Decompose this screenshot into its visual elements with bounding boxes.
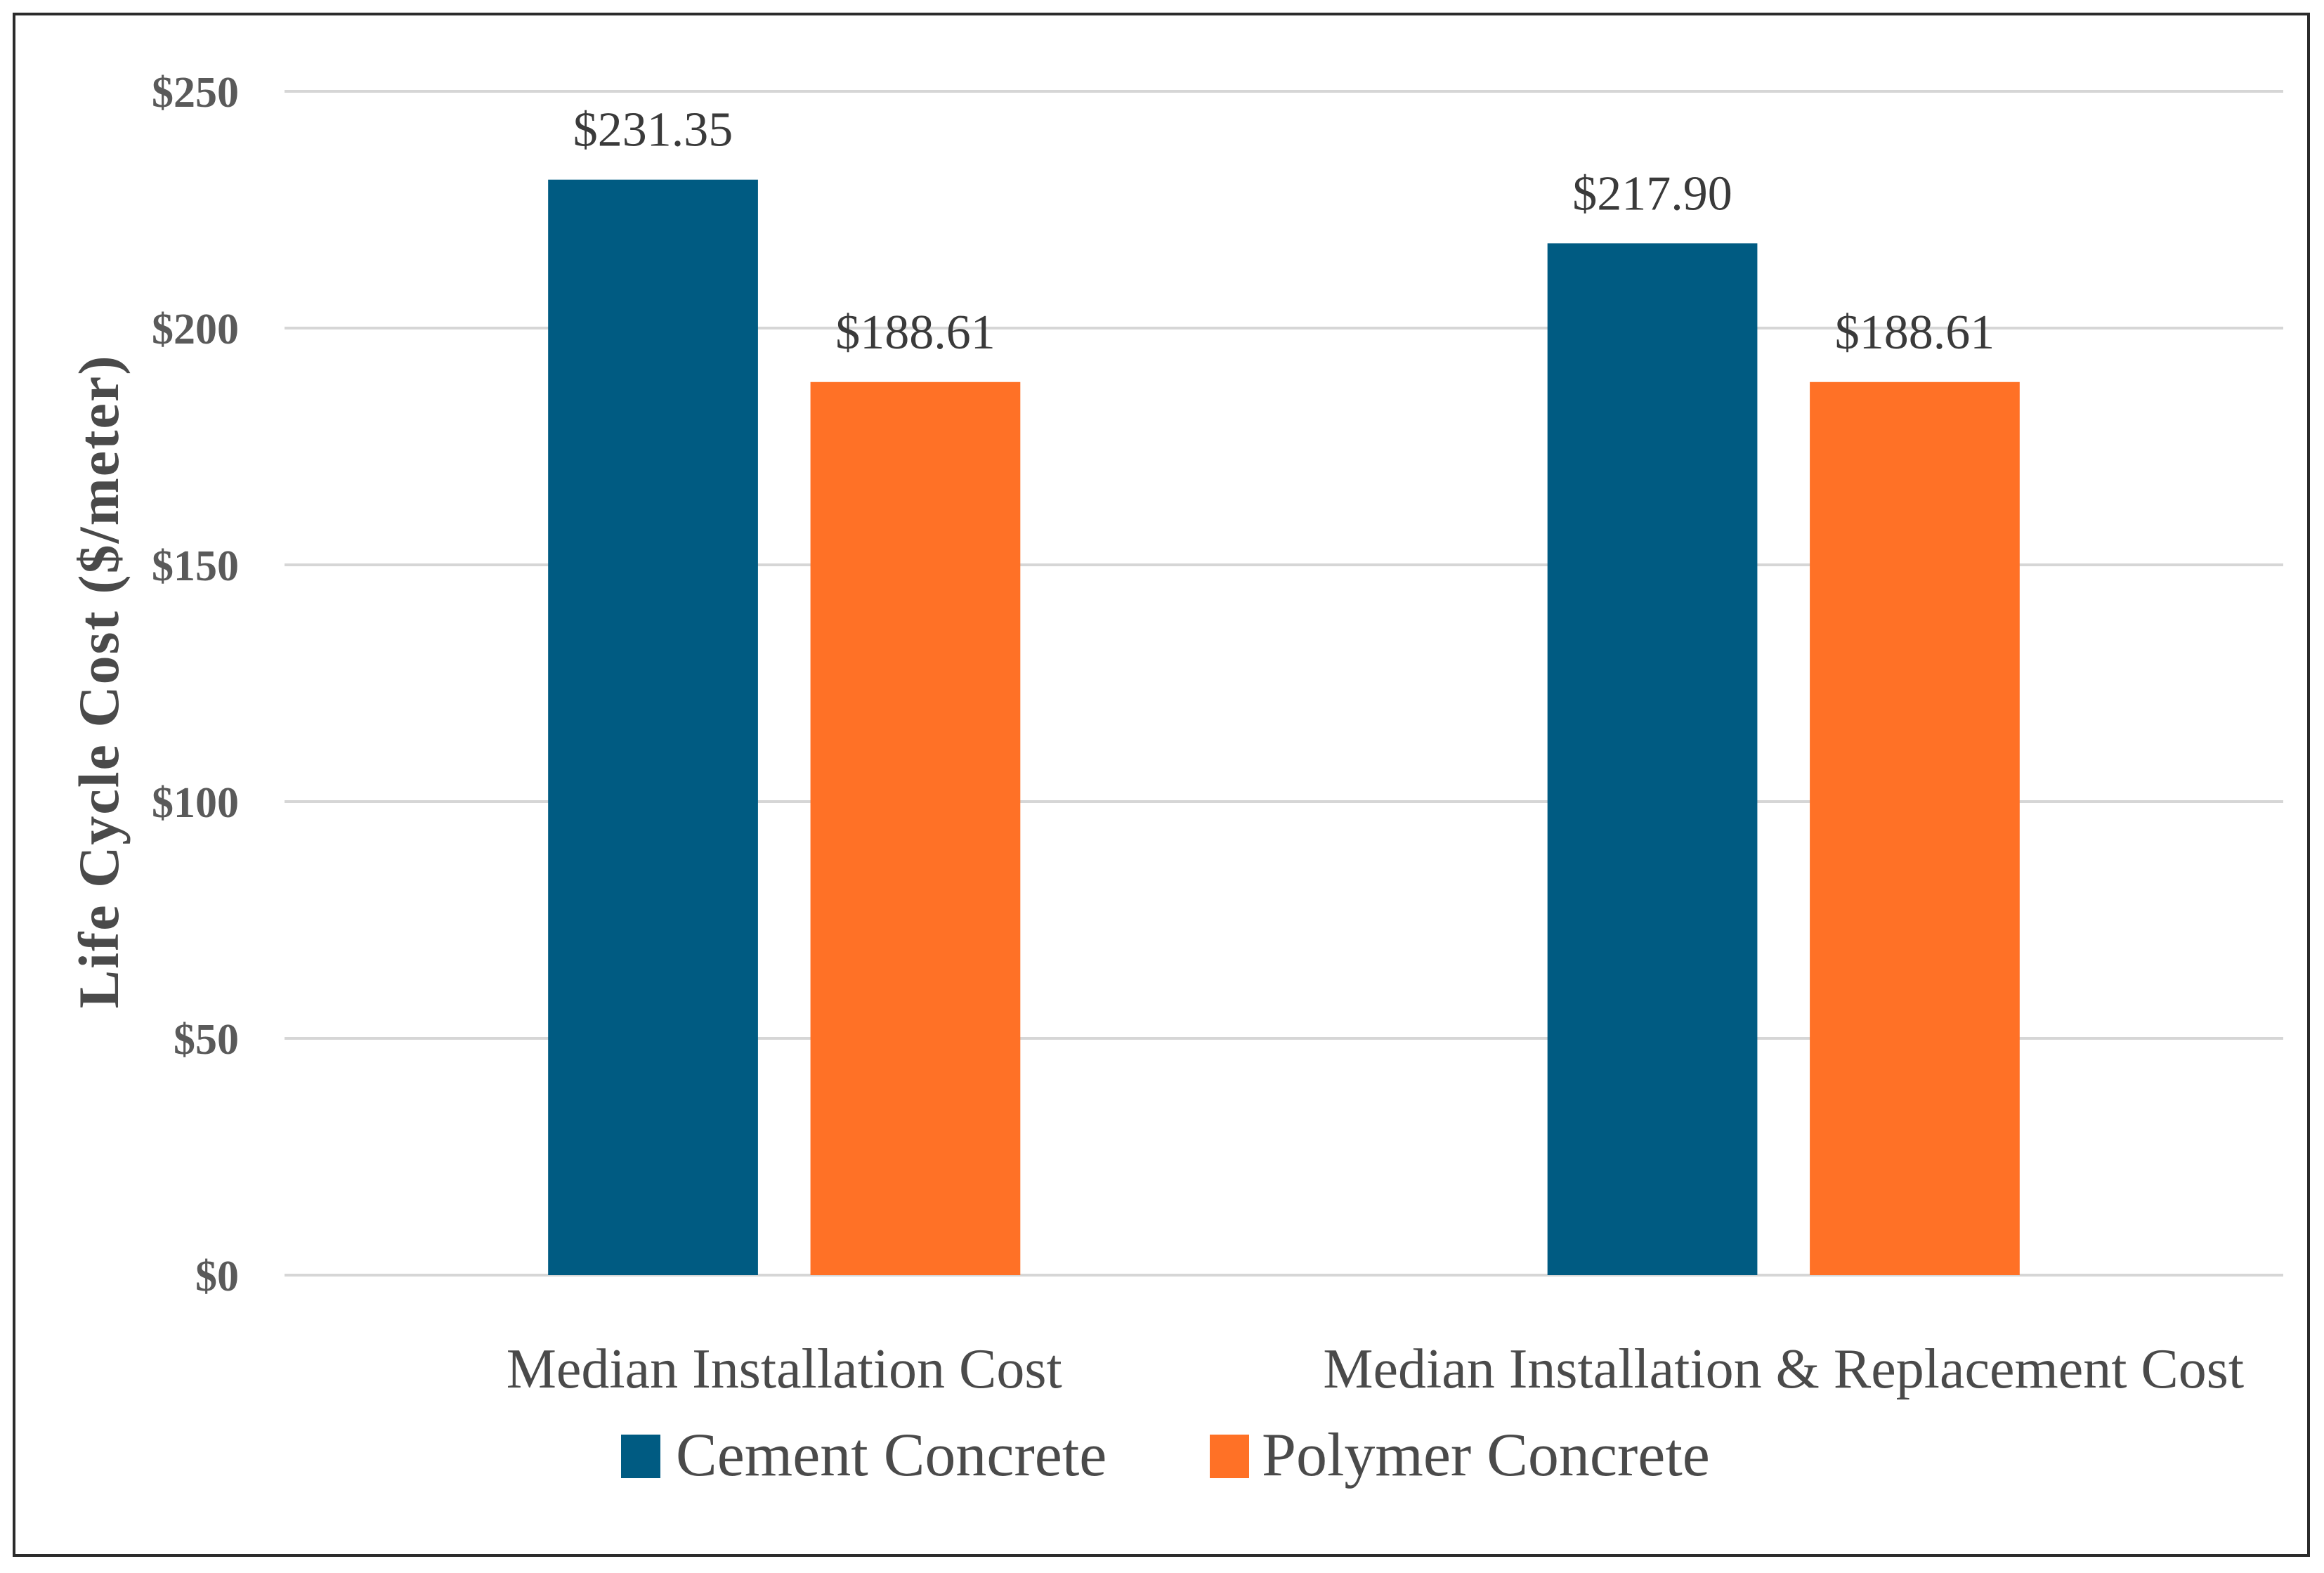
x-axis-categories: Median Installation Cost Median Installat…: [507, 1338, 2244, 1400]
legend: Cement Concrete Polymer Concrete: [621, 1421, 1710, 1489]
data-label: $188.61: [835, 306, 995, 360]
data-label: $217.90: [1572, 167, 1732, 221]
bar-polymer-concrete-2: [1810, 381, 2020, 1276]
x-category-label: Median Installation & Replacement Cost: [1323, 1338, 2244, 1400]
x-category-label: Median Installation Cost: [507, 1338, 1062, 1400]
legend-swatch-cement-concrete: [621, 1435, 660, 1478]
bar-polymer-concrete-1: [810, 381, 1021, 1276]
y-tick-label: $100: [152, 779, 239, 827]
y-axis-title: Life Cycle Cost ($/meter): [67, 354, 131, 1008]
legend-swatch-polymer-concrete: [1210, 1435, 1249, 1478]
y-tick-label: $250: [152, 69, 239, 117]
bar-cement-concrete-2: [1547, 243, 1758, 1275]
bars: [548, 179, 2020, 1276]
y-tick-label: $200: [152, 306, 239, 353]
y-tick-label: $0: [195, 1253, 239, 1300]
y-axis-ticks: $0 $50 $100 $150 $200 $250: [152, 69, 239, 1300]
legend-label-polymer-concrete: Polymer Concrete: [1262, 1421, 1710, 1489]
legend-label-cement-concrete: Cement Concrete: [676, 1421, 1106, 1489]
data-labels: $231.35 $188.61 $217.90 $188.61: [573, 103, 1995, 360]
y-tick-label: $150: [152, 542, 239, 590]
data-label: $188.61: [1835, 306, 1995, 360]
y-tick-label: $50: [174, 1016, 239, 1064]
bar-cement-concrete-1: [548, 179, 758, 1275]
data-label: $231.35: [573, 103, 733, 157]
